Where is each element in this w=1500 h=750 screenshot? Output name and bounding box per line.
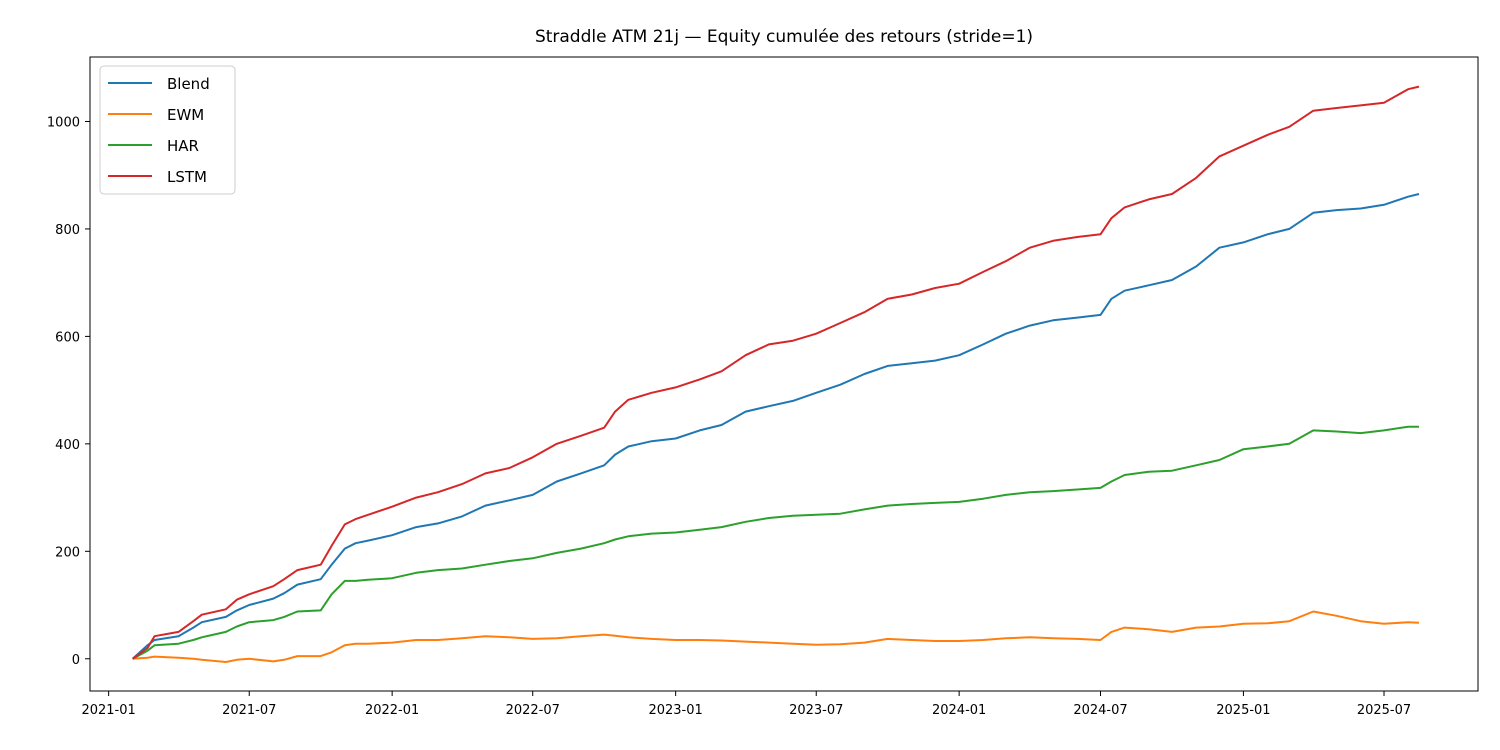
legend-label-ewm: EWM — [167, 106, 204, 124]
x-axis: 2021-01 2021-07 2022-01 2022-07 2023-01 2023-… — [81, 691, 1411, 718]
x-tick-label: 2023-01 — [648, 703, 702, 718]
x-tick-label: 2022-07 — [506, 703, 560, 718]
x-tick-label: 2022-01 — [365, 703, 419, 718]
y-tick-label: 0 — [72, 653, 80, 668]
series-line-blend — [132, 193, 1420, 660]
chart-title: Straddle ATM 21j — Equity cumulée des re… — [535, 27, 1033, 47]
x-tick-label: 2024-01 — [932, 703, 986, 718]
y-tick-label: 400 — [55, 438, 80, 453]
series-line-lstm — [132, 85, 1420, 660]
x-tick-label: 2024-07 — [1073, 703, 1127, 718]
x-tick-label: 2021-07 — [222, 703, 276, 718]
y-tick-label: 600 — [55, 330, 80, 345]
x-tick-label: 2025-07 — [1357, 703, 1411, 718]
legend-box — [99, 65, 236, 195]
plot-area-frame — [89, 56, 1479, 692]
y-tick-label: 200 — [55, 545, 80, 560]
series-line-har — [132, 425, 1419, 660]
legend-label-har: HAR — [167, 137, 199, 155]
y-axis: 0 200 400 600 800 1000 — [47, 115, 90, 668]
legend-label-blend: Blend — [167, 75, 210, 93]
y-tick-label: 1000 — [47, 115, 80, 130]
series-layer — [132, 85, 1420, 663]
series-line-ewm — [132, 610, 1420, 663]
legend: Blend EWM HAR LSTM — [99, 65, 236, 195]
x-tick-label: 2023-07 — [789, 703, 843, 718]
legend-label-lstm: LSTM — [167, 168, 207, 186]
y-tick-label: 800 — [55, 223, 80, 238]
x-tick-label: 2025-01 — [1216, 703, 1270, 718]
x-tick-label: 2021-01 — [81, 703, 135, 718]
